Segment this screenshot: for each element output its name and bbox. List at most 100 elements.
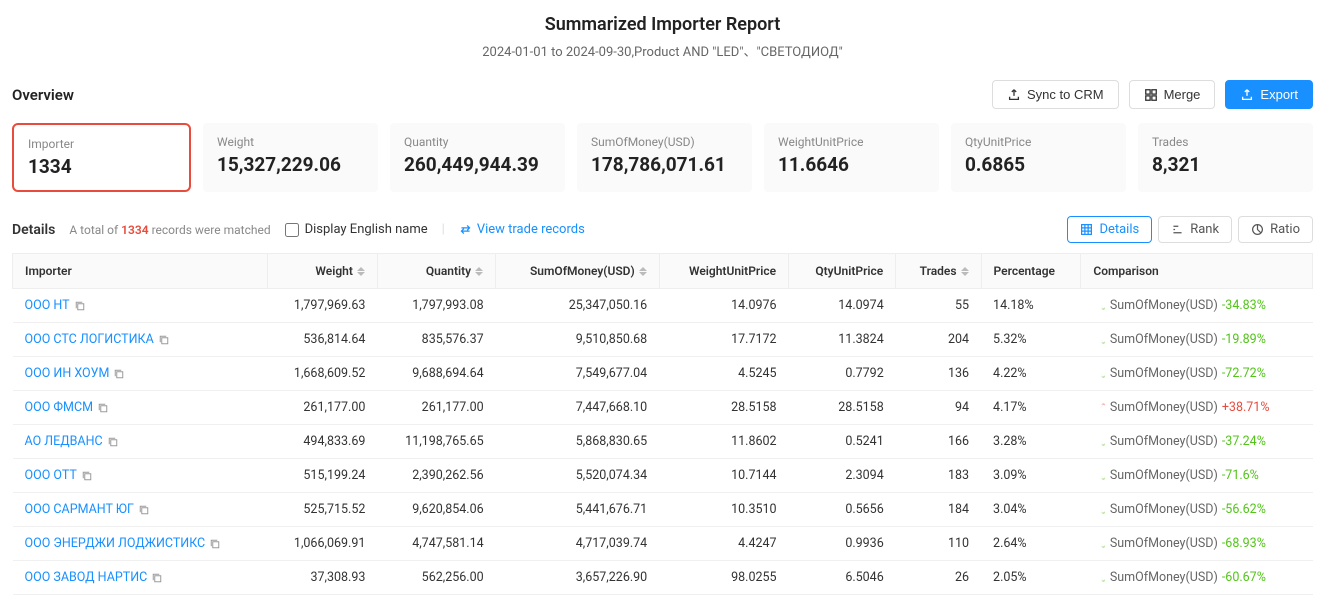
weight-cell: 515,199.24 [267, 459, 377, 493]
copy-icon[interactable] [107, 436, 119, 448]
copy-icon[interactable] [209, 538, 221, 550]
trades-cell: 204 [896, 323, 981, 357]
sync-label: Sync to CRM [1027, 87, 1104, 102]
grid-icon [1080, 223, 1094, 237]
qup-cell: 2.3094 [789, 459, 896, 493]
weight-cell: 525,715.52 [267, 493, 377, 527]
column-header[interactable]: Quantity [377, 254, 495, 289]
copy-icon[interactable] [158, 334, 170, 346]
comparison-cell: SumOfMoney(USD) -37.24% [1081, 425, 1313, 459]
merge-button[interactable]: Merge [1129, 80, 1216, 109]
column-header[interactable]: SumOfMoney(USD) [496, 254, 660, 289]
pct-cell: 3.28% [981, 425, 1081, 459]
sum-cell: 5,441,676.71 [496, 493, 660, 527]
view-trade-records-link[interactable]: View trade records [459, 222, 585, 237]
copy-icon[interactable] [97, 402, 109, 414]
importer-cell[interactable]: ООО ФМСМ [13, 391, 268, 425]
card-value: 11.6646 [778, 153, 925, 176]
wup-cell: 98.0255 [659, 561, 788, 595]
export-icon [1240, 88, 1254, 102]
merge-label: Merge [1164, 87, 1201, 102]
table-row: АО ЛЕДВАНС494,833.6911,198,765.655,868,8… [13, 425, 1313, 459]
importer-cell[interactable]: ООО ЗАВОД НАРТИС [13, 561, 268, 595]
sum-cell: 5,520,074.34 [496, 459, 660, 493]
wup-cell: 10.3510 [659, 493, 788, 527]
sum-cell: 9,510,850.68 [496, 323, 660, 357]
sum-cell: 7,549,677.04 [496, 357, 660, 391]
rank-icon [1171, 223, 1185, 237]
card-label: SumOfMoney(USD) [591, 135, 738, 149]
table-row: ООО ОТТ515,199.242,390,262.565,520,074.3… [13, 459, 1313, 493]
trades-cell: 183 [896, 459, 981, 493]
copy-icon[interactable] [151, 572, 163, 584]
merge-icon [1144, 88, 1158, 102]
quantity-cell: 4,747,581.14 [377, 527, 495, 561]
table-row: ООО ФМСМ261,177.00261,177.007,447,668.10… [13, 391, 1313, 425]
trend-down-icon [1093, 299, 1106, 312]
display-english-checkbox[interactable]: Display English name [285, 222, 428, 237]
pct-cell: 3.04% [981, 493, 1081, 527]
wup-cell: 4.4247 [659, 527, 788, 561]
wup-cell: 10.7144 [659, 459, 788, 493]
page-title: Summarized Importer Report [0, 14, 1325, 35]
copy-icon[interactable] [81, 470, 93, 482]
column-header[interactable]: Trades [896, 254, 981, 289]
export-button[interactable]: Export [1225, 80, 1313, 109]
trades-cell: 26 [896, 561, 981, 595]
importer-cell[interactable]: ООО НТ [13, 289, 268, 323]
qup-cell: 0.5241 [789, 425, 896, 459]
weight-cell: 37,308.93 [267, 561, 377, 595]
comparison-cell: SumOfMoney(USD) -56.62% [1081, 493, 1313, 527]
tab-ratio[interactable]: Ratio [1238, 216, 1313, 243]
sort-icon [357, 267, 365, 276]
comparison-cell: SumOfMoney(USD) +38.71% [1081, 391, 1313, 425]
importer-cell[interactable]: ООО ИН ХОУМ [13, 357, 268, 391]
match-info: A total of 1334 records were matched [69, 223, 270, 237]
table-row: ООО ЗАВОД НАРТИС37,308.93562,256.003,657… [13, 561, 1313, 595]
column-header[interactable]: Weight [267, 254, 377, 289]
copy-icon[interactable] [138, 504, 150, 516]
comparison-cell: SumOfMoney(USD) -60.67% [1081, 561, 1313, 595]
wup-cell: 11.8602 [659, 425, 788, 459]
trades-cell: 166 [896, 425, 981, 459]
weight-cell: 494,833.69 [267, 425, 377, 459]
importer-cell[interactable]: ООО ОТТ [13, 459, 268, 493]
quantity-cell: 1,797,993.08 [377, 289, 495, 323]
card-label: QtyUnitPrice [965, 135, 1112, 149]
card-label: Quantity [404, 135, 551, 149]
wup-cell: 4.5245 [659, 357, 788, 391]
card-label: WeightUnitPrice [778, 135, 925, 149]
table-row: ООО ЭНЕРДЖИ ЛОДЖИСТИКС1,066,069.914,747,… [13, 527, 1313, 561]
wup-cell: 28.5158 [659, 391, 788, 425]
quantity-cell: 2,390,262.56 [377, 459, 495, 493]
trend-down-icon [1093, 333, 1106, 346]
trades-cell: 94 [896, 391, 981, 425]
importer-cell[interactable]: АО ЛЕДВАНС [13, 425, 268, 459]
sync-to-crm-button[interactable]: Sync to CRM [992, 80, 1119, 109]
subtitle: 2024-01-01 to 2024-09-30,Product AND "LE… [0, 41, 1325, 60]
pct-cell: 4.22% [981, 357, 1081, 391]
overview-card: QtyUnitPrice 0.6865 [951, 123, 1126, 192]
comparison-cell: SumOfMoney(USD) -34.83% [1081, 289, 1313, 323]
card-value: 260,449,944.39 [404, 153, 551, 176]
card-label: Trades [1152, 135, 1299, 149]
comparison-cell: SumOfMoney(USD) -72.72% [1081, 357, 1313, 391]
importer-cell[interactable]: ООО САРМАНТ ЮГ [13, 493, 268, 527]
copy-icon[interactable] [74, 300, 86, 312]
overview-heading: Overview [12, 86, 74, 104]
quantity-cell: 261,177.00 [377, 391, 495, 425]
ratio-icon [1251, 223, 1265, 237]
sum-cell: 4,717,039.74 [496, 527, 660, 561]
importer-cell[interactable]: ООО ЭНЕРДЖИ ЛОДЖИСТИКС [13, 527, 268, 561]
card-value: 0.6865 [965, 153, 1112, 176]
qup-cell: 14.0974 [789, 289, 896, 323]
tab-rank[interactable]: Rank [1158, 216, 1232, 243]
trend-down-icon [1093, 367, 1106, 380]
sum-cell: 5,868,830.65 [496, 425, 660, 459]
copy-icon[interactable] [113, 368, 125, 380]
weight-cell: 1,668,609.52 [267, 357, 377, 391]
pct-cell: 5.32% [981, 323, 1081, 357]
tab-details[interactable]: Details [1067, 216, 1152, 243]
importer-cell[interactable]: ООО СТС ЛОГИСТИКА [13, 323, 268, 357]
trend-down-icon [1093, 435, 1106, 448]
